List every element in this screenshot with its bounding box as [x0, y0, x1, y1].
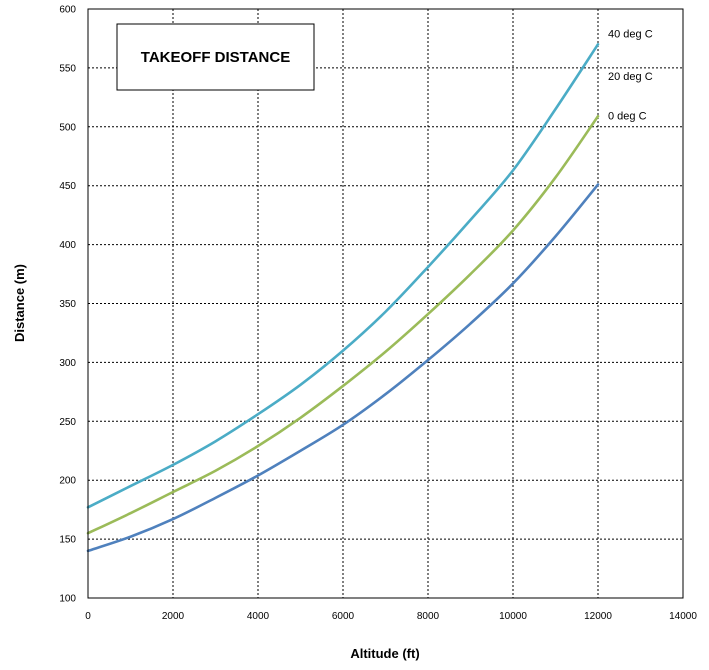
x-tick-label: 4000 — [247, 611, 270, 622]
x-tick-label: 10000 — [499, 611, 527, 622]
y-tick-label: 250 — [59, 417, 76, 428]
y-tick-label: 300 — [59, 358, 76, 369]
y-tick-label: 350 — [59, 299, 76, 310]
series-label: 20 deg C — [608, 71, 653, 83]
grid-layer — [88, 9, 683, 598]
y-tick-label: 450 — [59, 181, 76, 192]
series-line-20-deg-c — [86, 114, 600, 535]
x-tick-label: 8000 — [417, 611, 440, 622]
x-tick-label: 6000 — [332, 611, 355, 622]
x-tick-label: 12000 — [584, 611, 612, 622]
series-label: 40 deg C — [608, 28, 653, 40]
y-tick-label: 600 — [59, 5, 76, 16]
title-box-frame — [116, 23, 315, 91]
tick-label-layer: 0 2000 4000 6000 8000 10000 12000 14000 100 150 20… — [59, 5, 697, 623]
series-line-0-deg-c — [86, 183, 600, 553]
x-tick-label: 14000 — [669, 611, 697, 622]
series-label-layer: 40 deg C 20 deg C 0 deg C — [608, 28, 653, 122]
x-tick-label: 2000 — [162, 611, 185, 622]
x-axis-title: Altitude (ft) — [350, 646, 419, 661]
chart-title: TAKEOFF DISTANCE — [141, 49, 290, 66]
series-line-40-deg-c — [86, 43, 600, 509]
y-tick-label: 200 — [59, 476, 76, 487]
x-tick-label: 0 — [85, 611, 91, 622]
y-tick-label: 500 — [59, 122, 76, 133]
y-tick-label: 150 — [59, 535, 76, 546]
series-label: 0 deg C — [608, 111, 647, 123]
y-axis-title: Distance (m) — [12, 264, 27, 342]
y-tick-label: 100 — [59, 594, 76, 605]
plot-frame — [87, 8, 684, 599]
y-tick-label: 550 — [59, 63, 76, 74]
y-tick-label: 400 — [59, 240, 76, 251]
chart-title-box: TAKEOFF DISTANCE — [116, 23, 315, 91]
series-layer — [86, 43, 600, 553]
